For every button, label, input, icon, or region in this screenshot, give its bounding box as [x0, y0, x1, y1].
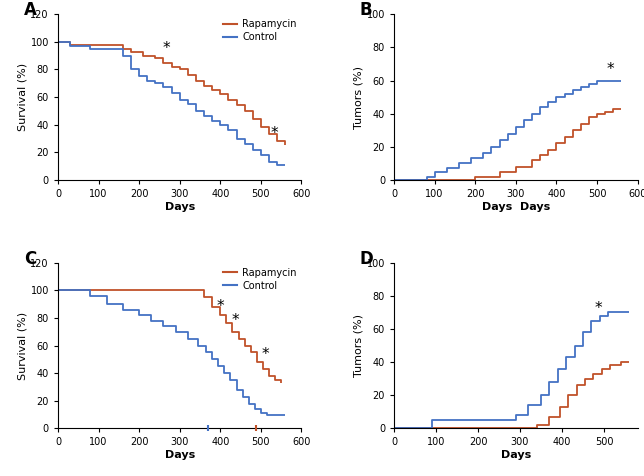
Text: *: *	[270, 126, 278, 141]
Y-axis label: Tumors (%): Tumors (%)	[354, 314, 364, 377]
Y-axis label: Survival (%): Survival (%)	[17, 63, 28, 131]
X-axis label: Days: Days	[500, 450, 531, 460]
Legend: Rapamycin, Control: Rapamycin, Control	[223, 19, 297, 42]
Text: D: D	[360, 249, 374, 268]
Text: *: *	[232, 313, 240, 327]
Text: *: *	[606, 62, 614, 77]
Text: *: *	[594, 301, 602, 316]
Text: *: *	[216, 299, 224, 314]
Y-axis label: Tumors (%): Tumors (%)	[354, 66, 364, 129]
Legend: Rapamycin, Control: Rapamycin, Control	[223, 268, 297, 290]
Text: C: C	[24, 249, 36, 268]
Text: B: B	[360, 1, 373, 19]
X-axis label: Days: Days	[165, 450, 195, 460]
Text: *: *	[261, 347, 269, 362]
Y-axis label: Survival (%): Survival (%)	[17, 311, 28, 380]
X-axis label: Days: Days	[165, 202, 195, 212]
X-axis label: Days  Days: Days Days	[482, 202, 550, 212]
Text: *: *	[163, 40, 171, 56]
Text: A: A	[24, 1, 37, 19]
